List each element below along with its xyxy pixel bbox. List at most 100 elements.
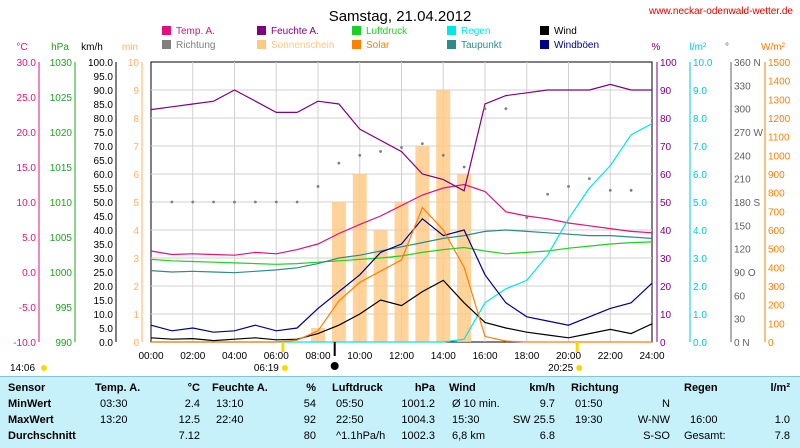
hum-tick-label: 90 [660, 86, 672, 97]
cell: 1004.3 [401, 414, 435, 426]
table-row: MinWert 03:30 2.4 13:10 54 05:50 1001.2 … [0, 397, 800, 412]
dir-tick-label: 300 [734, 105, 751, 116]
temp-tick-label: -10.0 [13, 338, 36, 349]
x-tick-label: 12:00 [389, 351, 414, 362]
x-tick-label: 08:00 [305, 351, 330, 362]
series-line-windb-en [150, 217, 653, 333]
rain-tick-label: 6.0 [693, 170, 707, 181]
direction-point [567, 185, 570, 188]
cell: 22:50 [336, 414, 364, 426]
wind-tick-label: 65.0 [94, 156, 114, 167]
cell: 01:50 [575, 398, 603, 410]
sun-tick-label: 5 [133, 198, 139, 209]
cell: 1002.3 [401, 430, 435, 442]
hdr-hum: Feuchte A. [212, 382, 268, 394]
temp-tick-label: 25.0 [17, 93, 37, 104]
cell: 2.4 [184, 398, 200, 410]
x-tick-label: 24:00 [639, 351, 664, 362]
wind-tick-label: 80.0 [94, 114, 114, 125]
sunshine-bar [373, 230, 388, 342]
direction-point [400, 146, 403, 149]
wind-tick-label: 90.0 [94, 86, 114, 97]
cell: Gesamt: [684, 430, 726, 442]
site-url[interactable]: www.neckar-odenwald-wetter.de [648, 6, 793, 17]
dir-tick-label: 150 [734, 221, 751, 232]
x-tick-label: 10:00 [347, 351, 372, 362]
cell: 19:30 [575, 414, 603, 426]
solar-tick-label: 700 [768, 207, 785, 218]
moon-phase-icon [330, 362, 339, 370]
solar-tick-label: 0 [768, 338, 774, 349]
direction-point [587, 177, 591, 181]
hum-tick-label: 10 [660, 310, 672, 321]
cell: 7.12 [178, 430, 200, 442]
cell: 7.8 [774, 430, 790, 442]
hum-tick-label: 70 [660, 142, 672, 153]
wind-tick-label: 10.0 [94, 310, 114, 321]
table-row: Durchschnitt 7.12 80 ^1.1hPa/h 1002.3 6,… [0, 429, 800, 444]
cell: 13:20 [100, 414, 128, 426]
temp-tick-label: 15.0 [17, 163, 37, 174]
legend-label: Richtung [176, 40, 215, 51]
wind-tick-label: 0.0 [99, 338, 113, 349]
cell: SW 25.5 [512, 414, 555, 426]
wind-tick-label: 95.0 [94, 72, 114, 83]
dir-tick-label: 360 N [734, 58, 761, 69]
direction-point [233, 200, 236, 204]
sunshine-bar [457, 174, 472, 342]
hdr-wind: Wind [449, 382, 476, 394]
direction-point [149, 200, 153, 204]
x-tick-label: 02:00 [180, 351, 205, 362]
legend-label: Wind [554, 26, 577, 37]
solar-tick-label: 1400 [768, 77, 791, 88]
series-line-solar [151, 206, 652, 343]
dir-tick-label: 210 [734, 175, 751, 186]
wind-tick-label: 45.0 [94, 212, 114, 223]
axis-units: °C hPa km/h min% l/m² ° W/m² [16, 42, 785, 53]
sunset-label: 20:25 [548, 363, 573, 374]
dir-tick-label: 120 [734, 245, 751, 256]
rain-tick-label: 0.0 [693, 338, 707, 349]
solar-tick-label: 400 [768, 263, 785, 274]
cell: 9.7 [539, 398, 555, 410]
legend-swatch [162, 26, 171, 35]
direction-point [295, 200, 299, 204]
dir-tick-label: 240 [734, 151, 751, 162]
cell: ^1.1hPa/h [336, 430, 386, 442]
x-tick-label: 00:00 [138, 351, 163, 362]
table-row: MaxWert 13:20 12.5 22:40 92 22:50 1004.3… [0, 413, 800, 428]
legend-swatch [257, 26, 266, 35]
sunshine-bar [331, 202, 346, 342]
axis-unit-label: W/m² [761, 42, 786, 53]
pressure-tick-label: 1005 [50, 233, 73, 244]
x-tick-label: 18:00 [514, 351, 539, 362]
axis-unit-label: min [122, 42, 138, 53]
dir-tick-label: 0 N [734, 338, 750, 349]
sunshine-bar [394, 202, 409, 342]
wind-tick-label: 50.0 [94, 198, 114, 209]
cell: 03:30 [100, 398, 128, 410]
legend-swatch [352, 40, 361, 49]
legend-swatch [540, 26, 549, 35]
sun-icon [576, 365, 583, 371]
direction-point [504, 107, 508, 111]
legend-swatch [162, 40, 171, 49]
wind-tick-label: 55.0 [94, 184, 114, 195]
sunshine-bar [436, 90, 451, 342]
pressure-tick-label: 1015 [50, 163, 73, 174]
sun-tick-label: 9 [133, 86, 139, 97]
cell: 1.0 [774, 414, 790, 426]
direction-point [379, 150, 383, 153]
cell: 05:50 [336, 398, 364, 410]
solar-tick-label: 200 [768, 301, 785, 312]
direction-point [358, 153, 362, 157]
rain-tick-label: 1.0 [693, 310, 707, 321]
pressure-tick-label: 995 [55, 303, 72, 314]
hdr-rain-unit: l/m² [770, 382, 790, 394]
solar-tick-label: 1200 [768, 114, 791, 125]
dir-tick-label: 30 [734, 315, 746, 326]
hum-tick-label: 30 [660, 254, 672, 265]
dir-tick-label: 60 [734, 291, 746, 302]
solar-tick-label: 100 [768, 319, 785, 330]
rain-tick-label: 4.0 [693, 226, 707, 237]
